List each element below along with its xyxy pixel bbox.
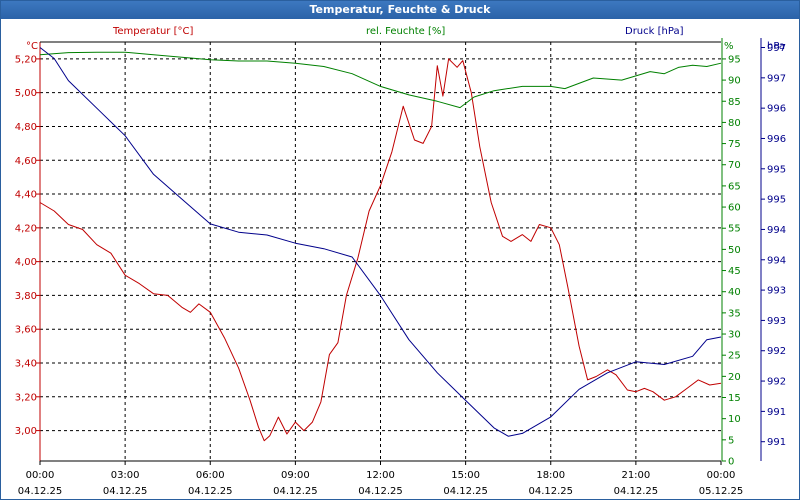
humidity-tick-label: 10 — [728, 414, 741, 425]
x-tick-date-label: 04.12.25 — [273, 486, 318, 497]
temperature-tick-label: 4,40 — [15, 190, 37, 201]
x-tick-time-label: 09:00 — [281, 470, 310, 481]
humidity-tick-label: 75 — [728, 139, 741, 150]
humidity-tick-label: 30 — [728, 330, 741, 341]
temperature-tick-label: 3,40 — [15, 359, 37, 370]
x-tick-time-label: 03:00 — [111, 470, 140, 481]
humidity-tick-label: 70 — [728, 160, 741, 171]
humidity-tick-label: 45 — [728, 266, 741, 277]
x-tick-time-label: 12:00 — [366, 470, 395, 481]
humidity-tick-label: 15 — [728, 393, 741, 404]
pressure-tick-label: 996 — [767, 134, 786, 145]
temperature-tick-label: 5,00 — [15, 88, 37, 99]
pressure-unit-label: hPa — [767, 41, 785, 52]
x-tick-date-label: 04.12.25 — [528, 486, 573, 497]
pressure-tick-label: 992 — [767, 346, 786, 357]
pressure-tick-label: 991 — [767, 407, 786, 418]
pressure-series-line — [39, 47, 722, 437]
pressure-tick-label: 995 — [767, 195, 786, 206]
humidity-tick-label: 35 — [728, 308, 741, 319]
pressure-tick-label: 993 — [767, 286, 786, 297]
humidity-tick-label: 60 — [728, 203, 741, 214]
humidity-tick-label: 95 — [728, 54, 741, 65]
pressure-tick-label: 993 — [767, 316, 786, 327]
x-tick-date-label: 04.12.25 — [443, 486, 488, 497]
pressure-tick-label: 994 — [767, 255, 786, 266]
x-tick-time-label: 21:00 — [621, 470, 650, 481]
humidity-tick-label: 50 — [728, 245, 741, 256]
temperature-tick-label: 3,20 — [15, 392, 37, 403]
x-tick-date-label: 04.12.25 — [358, 486, 403, 497]
pressure-tick-label: 997 — [767, 43, 786, 54]
humidity-tick-label: 85 — [728, 97, 741, 108]
humidity-tick-label: 0 — [728, 457, 734, 468]
x-tick-date-label: 04.12.25 — [188, 486, 233, 497]
x-tick-date-label: 04.12.25 — [18, 486, 63, 497]
pressure-tick-label: 994 — [767, 225, 786, 236]
humidity-tick-label: 55 — [728, 224, 741, 235]
temperature-tick-label: 4,80 — [15, 122, 37, 133]
temperature-axis-title: Temperatur [°C] — [112, 26, 193, 37]
temperature-tick-label: 3,60 — [15, 325, 37, 336]
temperature-tick-label: 4,60 — [15, 156, 37, 167]
x-tick-time-label: 15:00 — [451, 470, 480, 481]
humidity-tick-label: 90 — [728, 76, 741, 87]
x-tick-date-label: 05.12.25 — [699, 486, 744, 497]
humidity-series-line — [39, 51, 722, 109]
temperature-series-line — [39, 58, 722, 442]
pressure-tick-label: 997 — [767, 73, 786, 84]
window-title: Temperatur, Feuchte & Druck — [1, 1, 799, 19]
x-tick-date-label: 04.12.25 — [614, 486, 659, 497]
pressure-tick-label: 991 — [767, 437, 786, 448]
x-tick-time-label: 06:00 — [196, 470, 225, 481]
humidity-tick-label: 25 — [728, 351, 741, 362]
pressure-axis-title: Druck [hPa] — [625, 26, 684, 37]
temperature-tick-label: 4,00 — [15, 257, 37, 268]
temperature-unit-label: °C — [26, 41, 38, 52]
x-tick-time-label: 00:00 — [707, 470, 736, 481]
pressure-tick-label: 992 — [767, 377, 786, 388]
temperature-tick-label: 3,00 — [15, 426, 37, 437]
x-tick-date-label: 04.12.25 — [103, 486, 148, 497]
temperature-tick-label: 3,80 — [15, 291, 37, 302]
humidity-tick-label: 65 — [728, 181, 741, 192]
humidity-tick-label: 40 — [728, 287, 741, 298]
humidity-axis-title: rel. Feuchte [%] — [366, 26, 445, 37]
humidity-unit-label: % — [724, 41, 734, 52]
x-tick-time-label: 00:00 — [26, 470, 55, 481]
humidity-tick-label: 80 — [728, 118, 741, 129]
humidity-tick-label: 20 — [728, 372, 741, 383]
temperature-tick-label: 5,20 — [15, 54, 37, 65]
humidity-tick-label: 5 — [728, 435, 734, 446]
x-tick-time-label: 18:00 — [536, 470, 565, 481]
temperature-tick-label: 4,20 — [15, 223, 37, 234]
pressure-tick-label: 995 — [767, 164, 786, 175]
pressure-tick-label: 996 — [767, 104, 786, 115]
